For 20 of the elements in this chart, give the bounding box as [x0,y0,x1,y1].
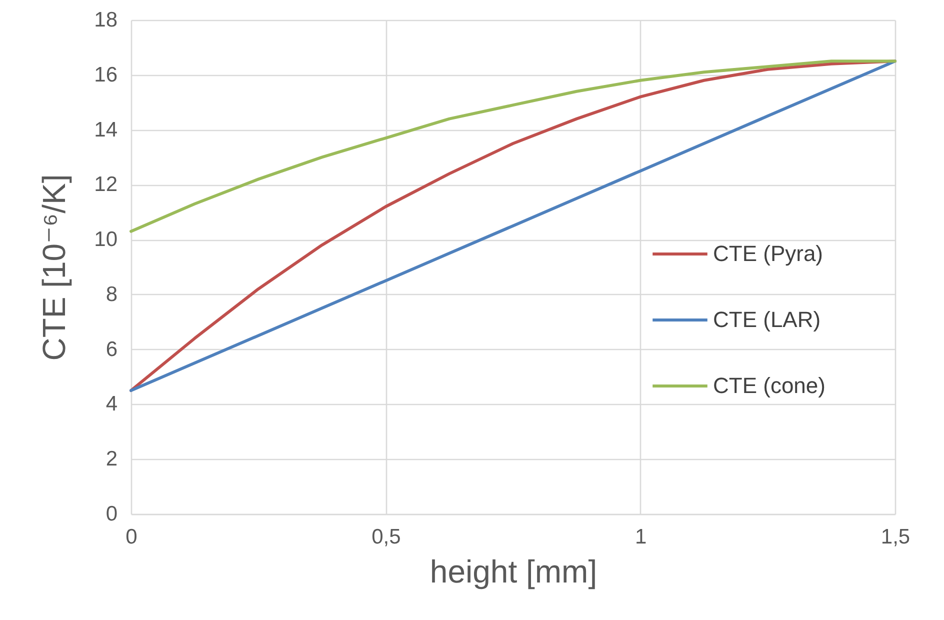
y-tick-label: 14 [94,118,118,142]
x-tick-label: 1 [634,526,647,548]
legend-label: CTE (LAR) [713,307,821,332]
legend-label: CTE (Pyra) [713,241,823,266]
y-tick-label: 10 [94,228,118,252]
y-tick-label: 16 [94,63,118,86]
y-tick-label: 18 [94,8,118,32]
y-axis-title: CTE [10⁻⁶/K] [36,174,72,361]
y-tick-label: 12 [94,173,118,196]
y-tick-label: 4 [106,392,118,416]
legend-label: CTE (cone) [713,373,826,398]
y-tick-label: 8 [106,282,118,306]
x-axis-title: height [mm] [430,554,598,590]
line-series [130,60,896,233]
x-tick-label: 0 [126,526,138,548]
y-tick-label: 2 [106,448,118,471]
y-tick-label: 6 [106,338,118,361]
y-tick-label: 0 [106,502,118,526]
x-tick-label: 1,5 [880,526,910,548]
x-tick-label: 0,5 [372,526,401,548]
